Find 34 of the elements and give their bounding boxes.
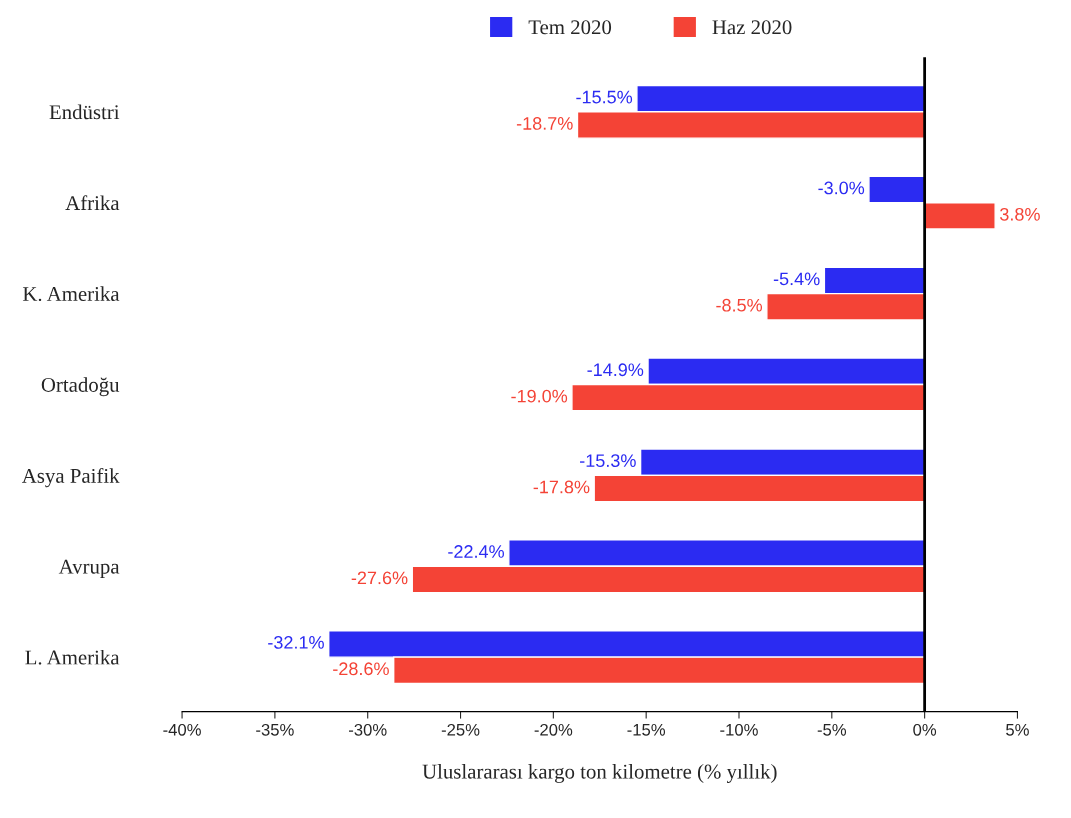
data-label: -22.4% <box>448 545 504 558</box>
y-tick-label: Afrika <box>65 195 120 211</box>
y-tick-label: Asya Paifik <box>21 468 120 488</box>
x-tick-label: -5% <box>817 723 847 736</box>
x-tick-label: -30% <box>349 723 387 736</box>
data-label: -28.6% <box>333 662 389 676</box>
data-label: -3.0% <box>818 181 865 195</box>
data-label: -32.1% <box>268 636 324 649</box>
x-tick-label: 0% <box>913 723 937 736</box>
data-label: -19.0% <box>511 389 568 403</box>
data-label: -15.3% <box>580 454 636 468</box>
x-tick-label: -15% <box>627 723 666 736</box>
legend-label: Tem 2020 <box>528 20 612 35</box>
data-label: -27.6% <box>351 571 408 585</box>
data-label: -14.9% <box>587 363 644 377</box>
data-label: -18.7% <box>516 117 573 130</box>
data-label: -15.5% <box>576 90 633 104</box>
x-axis-title: Uluslararası kargo ton kilometre (% yıllık) <box>422 764 777 783</box>
y-tick-label: Endüstri <box>49 104 120 120</box>
data-label: 3.8% <box>1000 207 1040 221</box>
x-tick-label: -40% <box>163 723 201 736</box>
data-label: -8.5% <box>716 298 763 312</box>
x-tick-label: -25% <box>441 723 480 736</box>
y-tick-label: Ortadoğu <box>41 377 120 397</box>
x-tick-label: -10% <box>720 723 758 736</box>
x-tick-label: 5% <box>1006 723 1029 736</box>
x-tick-label: -35% <box>256 723 294 736</box>
x-tick-label: -20% <box>534 723 573 736</box>
y-tick-label: L. Amerika <box>25 649 120 665</box>
y-tick-label: Avrupa <box>58 559 120 578</box>
data-label: -5.4% <box>773 272 820 286</box>
y-tick-label: K. Amerika <box>22 286 120 302</box>
legend-label: Haz 2020 <box>712 20 792 35</box>
data-label: -17.8% <box>533 480 590 494</box>
